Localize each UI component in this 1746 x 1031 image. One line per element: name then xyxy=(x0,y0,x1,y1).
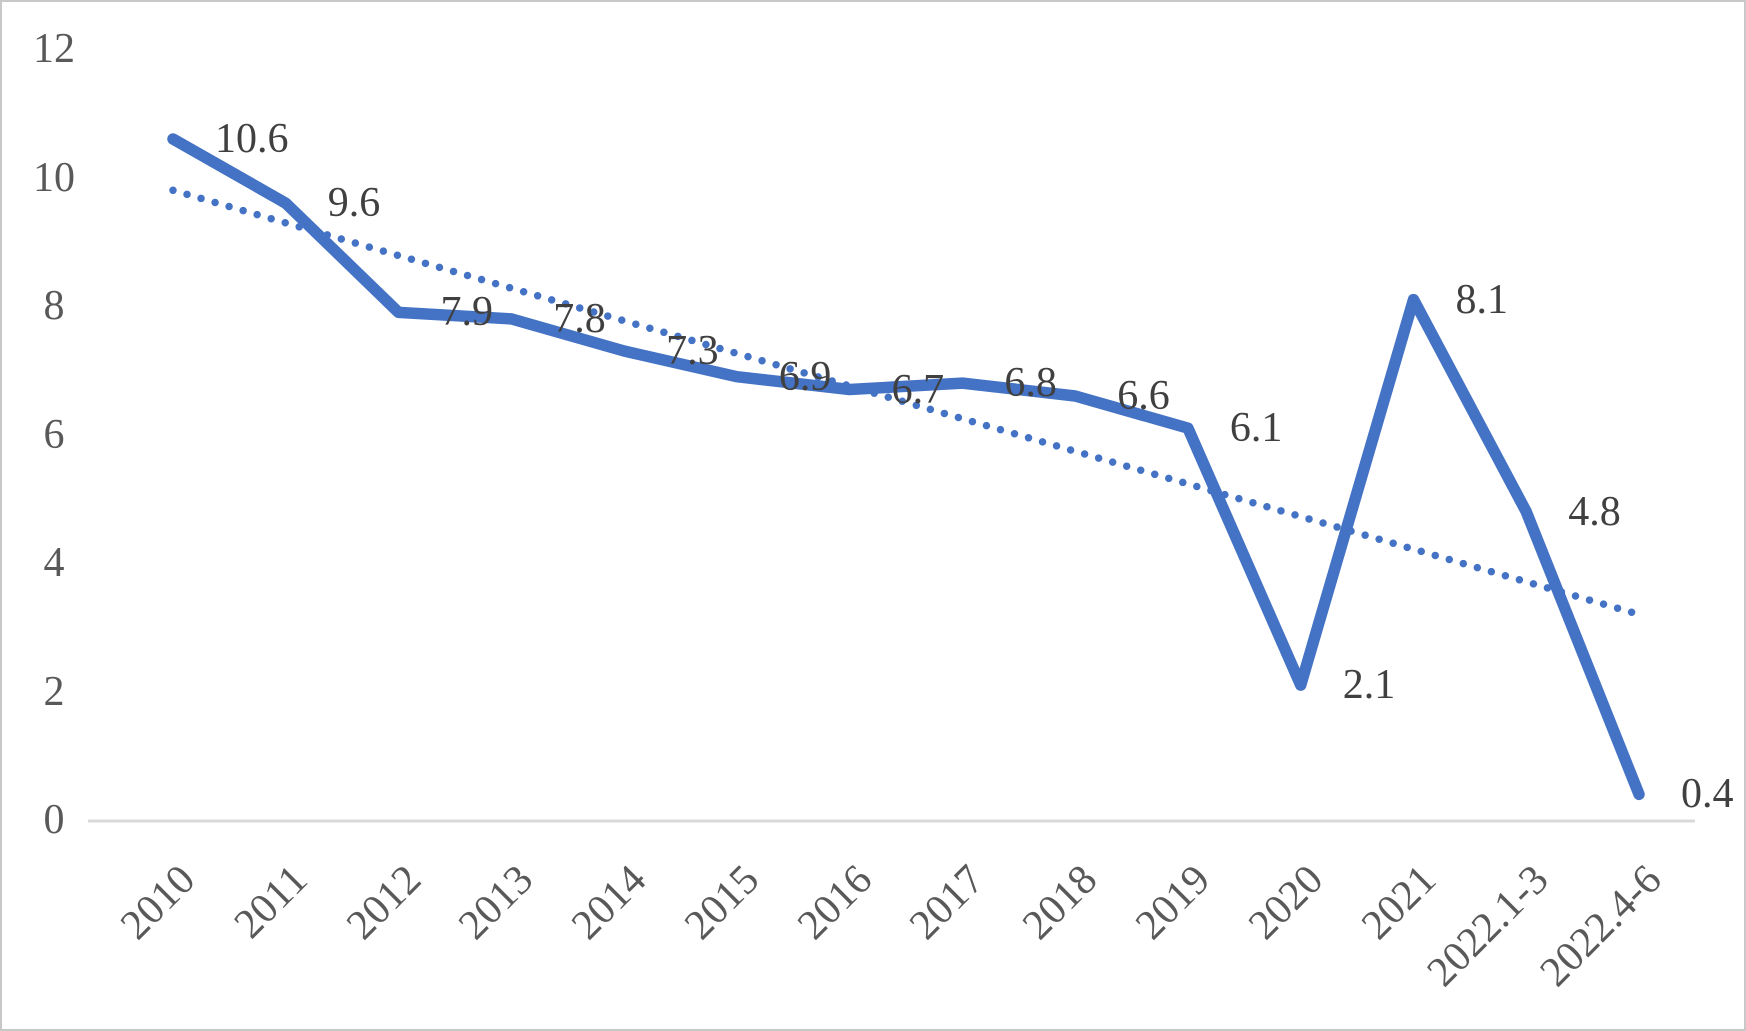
data-label: 6.1 xyxy=(1229,405,1283,452)
y-axis-tick-label: 0 xyxy=(43,797,65,843)
trendline xyxy=(169,186,1643,619)
y-axis-tick-label: 2 xyxy=(43,668,65,715)
y-axis-tick-label: 6 xyxy=(43,411,65,458)
data-label: 0.4 xyxy=(1681,771,1734,818)
data-label: 9.6 xyxy=(327,180,381,227)
y-axis-tick-label: 8 xyxy=(43,283,65,329)
data-label: 8.1 xyxy=(1455,276,1509,323)
y-axis-tick-label: 12 xyxy=(33,26,75,72)
y-axis-tick-label: 10 xyxy=(33,154,75,201)
data-label: 7.3 xyxy=(666,328,719,374)
data-label: 7.8 xyxy=(553,295,606,342)
data-label: 10.6 xyxy=(215,116,289,162)
data-label: 2.1 xyxy=(1342,662,1396,709)
data-label: 6.6 xyxy=(1117,373,1170,419)
series-line xyxy=(167,133,1645,801)
y-axis-tick-label: 4 xyxy=(43,540,65,586)
data-label: 4.8 xyxy=(1568,488,1621,535)
data-label: 6.7 xyxy=(891,366,945,413)
data-label: 6.9 xyxy=(778,353,832,400)
data-label: 7.9 xyxy=(440,289,494,336)
data-label: 6.8 xyxy=(1004,360,1057,407)
